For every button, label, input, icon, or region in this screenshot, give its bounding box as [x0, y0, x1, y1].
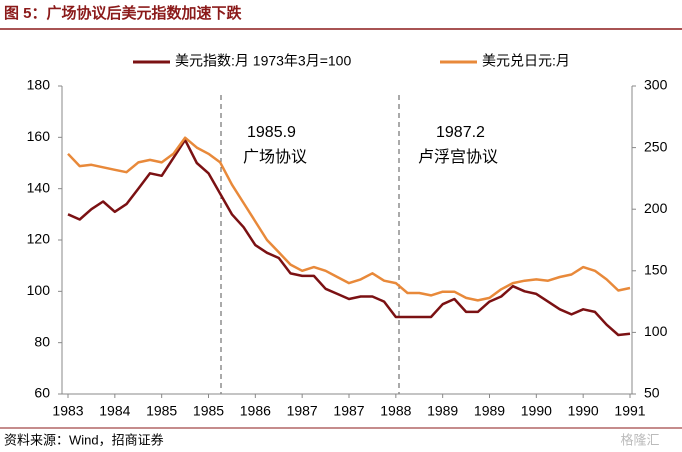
annotation: 广场协议 [243, 148, 307, 166]
x-tick-label: 1990 [568, 403, 599, 419]
chart-title: 图 5：广场协议后美元指数加速下跌 [4, 4, 243, 22]
x-tick-label: 1990 [521, 403, 552, 419]
series-line [67, 138, 631, 337]
y-tick-label: 60 [34, 385, 50, 401]
x-tick-label: 1989 [427, 403, 458, 419]
source: 资料来源：Wind，招商证券 [4, 432, 164, 447]
y2-tick-label: 150 [644, 262, 668, 278]
x-tick-label: 1985 [146, 403, 177, 419]
y2-tick-label: 250 [644, 138, 668, 154]
x-tick-label: 1987 [287, 403, 318, 419]
legend-label: 美元指数:月 1973年3月=100 [175, 53, 351, 69]
annotation: 1987.2 [436, 124, 485, 141]
x-tick-label: 1988 [380, 403, 411, 419]
y-tick-label: 100 [27, 282, 51, 298]
y-tick-label: 80 [34, 333, 50, 349]
watermark: 格隆汇 [620, 432, 659, 447]
y-tick-label: 140 [27, 179, 51, 195]
y2-tick-label: 50 [644, 385, 660, 401]
y2-tick-label: 200 [644, 200, 668, 216]
x-tick-label: 1991 [614, 403, 645, 419]
y2-tick-label: 300 [644, 77, 668, 93]
y-tick-label: 180 [27, 77, 51, 93]
y-tick-label: 160 [27, 128, 51, 144]
legend-label: 美元兑日元:月 [482, 53, 570, 69]
x-tick-label: 1987 [333, 403, 364, 419]
x-tick-label: 1984 [99, 403, 130, 419]
series-line [67, 136, 631, 302]
x-tick-label: 1986 [240, 403, 271, 419]
y-tick-label: 120 [27, 231, 51, 247]
annotation: 1985.9 [247, 124, 296, 141]
y2-tick-label: 100 [644, 323, 668, 339]
x-tick-label: 1989 [474, 403, 505, 419]
x-tick-label: 1985 [193, 403, 224, 419]
x-tick-label: 1983 [52, 403, 83, 419]
annotation: 卢浮宫协议 [418, 148, 498, 166]
